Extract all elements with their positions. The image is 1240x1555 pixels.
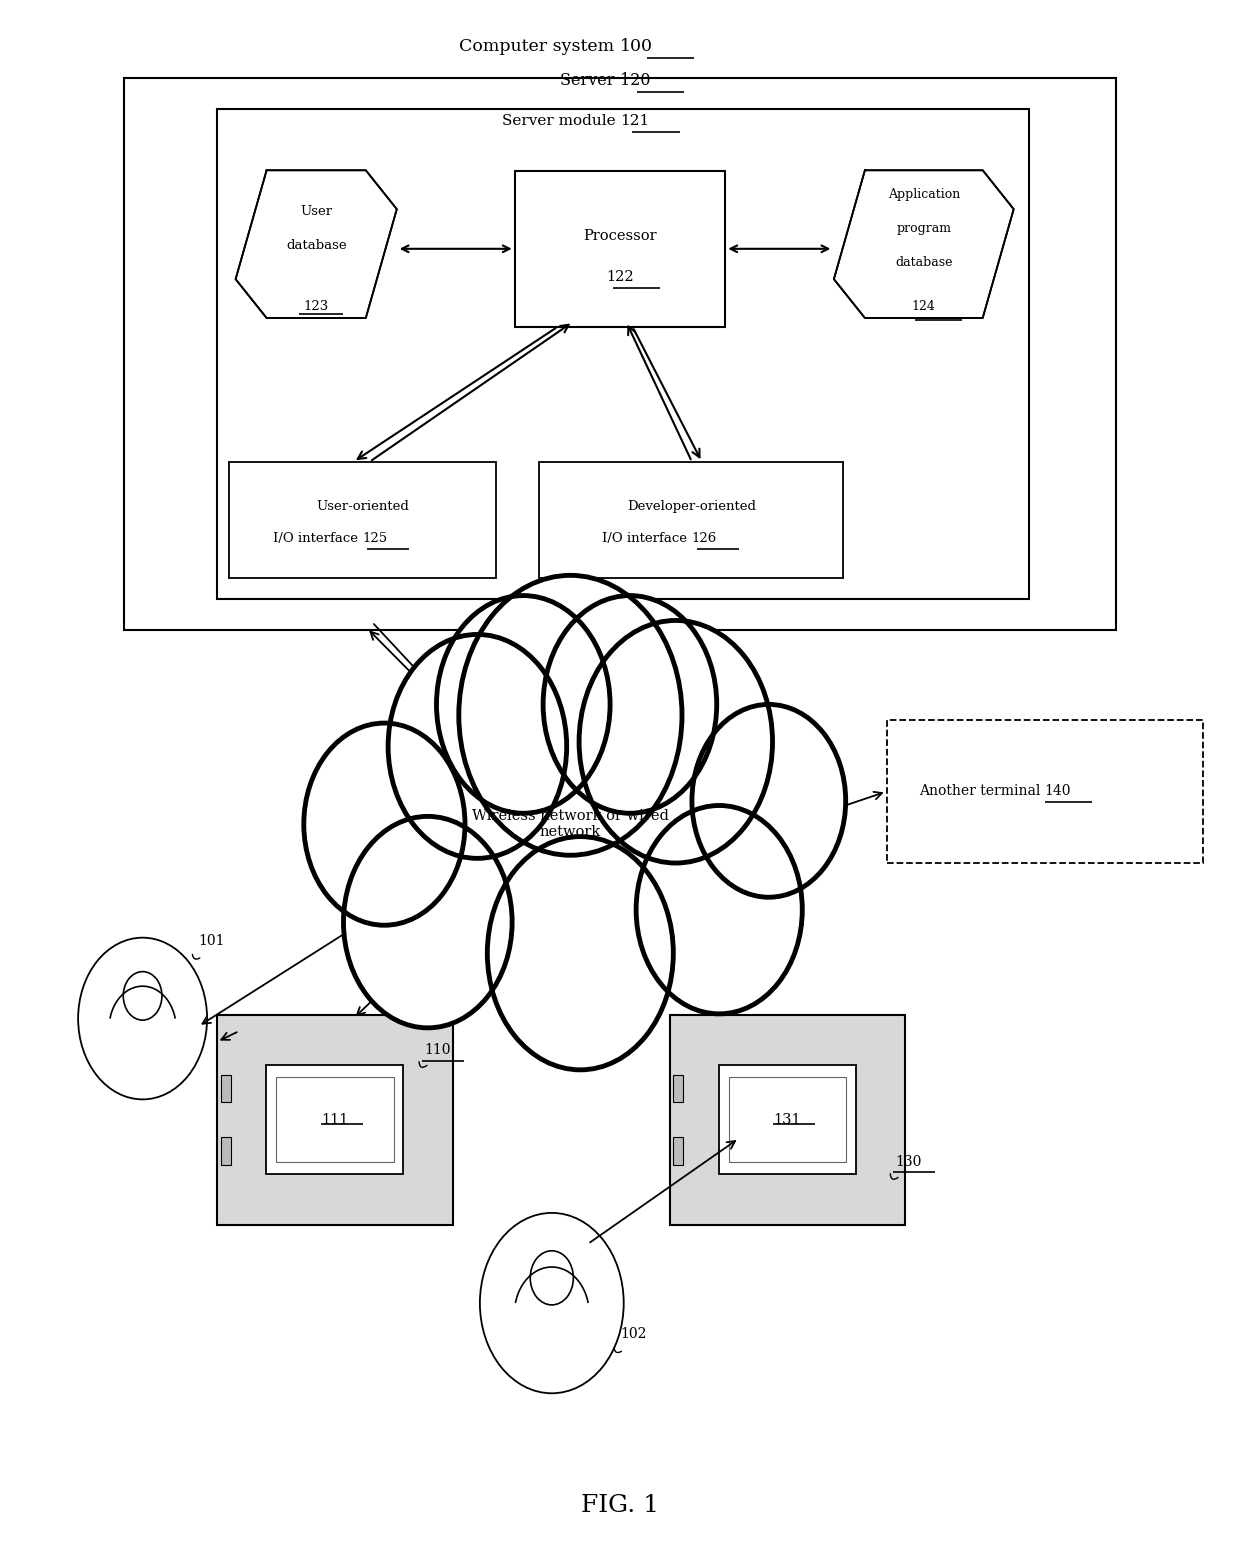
Text: 100: 100 <box>620 39 653 54</box>
Text: 123: 123 <box>304 300 329 313</box>
Circle shape <box>487 837 673 1070</box>
Text: 101: 101 <box>198 933 224 949</box>
Circle shape <box>123 972 162 1020</box>
Text: 131: 131 <box>774 1112 801 1127</box>
Circle shape <box>636 805 802 1014</box>
FancyBboxPatch shape <box>277 1078 393 1162</box>
Text: 121: 121 <box>620 114 650 129</box>
Text: database: database <box>286 239 346 252</box>
Circle shape <box>388 634 567 858</box>
Text: 120: 120 <box>620 73 651 89</box>
Text: program: program <box>897 222 951 235</box>
Text: User: User <box>300 205 332 218</box>
Text: 111: 111 <box>321 1112 348 1127</box>
Text: 102: 102 <box>620 1326 646 1342</box>
Circle shape <box>304 723 465 925</box>
Bar <box>221 1137 231 1165</box>
Bar <box>221 1075 231 1102</box>
Text: I/O interface: I/O interface <box>603 532 692 544</box>
FancyBboxPatch shape <box>539 462 843 578</box>
Circle shape <box>692 704 846 897</box>
Circle shape <box>579 620 773 863</box>
FancyBboxPatch shape <box>670 1014 905 1225</box>
Bar <box>673 1075 683 1102</box>
FancyBboxPatch shape <box>267 1065 403 1174</box>
Circle shape <box>343 816 512 1028</box>
FancyBboxPatch shape <box>887 720 1203 863</box>
Text: 130: 130 <box>895 1154 921 1169</box>
Text: 124: 124 <box>911 300 936 313</box>
Polygon shape <box>833 171 1014 317</box>
Circle shape <box>436 596 610 813</box>
Text: 125: 125 <box>362 532 388 544</box>
Text: Server module: Server module <box>501 114 620 129</box>
Circle shape <box>78 938 207 1099</box>
Circle shape <box>531 1250 573 1305</box>
Text: 140: 140 <box>1044 784 1071 799</box>
Text: I/O interface: I/O interface <box>274 532 362 544</box>
FancyBboxPatch shape <box>124 78 1116 630</box>
Text: Another terminal: Another terminal <box>919 784 1044 799</box>
Text: database: database <box>895 257 952 269</box>
Text: Application: Application <box>888 188 960 201</box>
FancyBboxPatch shape <box>217 109 1029 599</box>
FancyBboxPatch shape <box>719 1065 856 1174</box>
Polygon shape <box>236 171 397 317</box>
Circle shape <box>480 1213 624 1393</box>
Text: FIG. 1: FIG. 1 <box>582 1494 658 1516</box>
FancyBboxPatch shape <box>217 1014 453 1225</box>
Bar <box>673 1137 683 1165</box>
Circle shape <box>459 575 682 855</box>
Circle shape <box>543 596 717 813</box>
FancyBboxPatch shape <box>229 462 496 578</box>
FancyBboxPatch shape <box>515 171 725 327</box>
Text: Developer-oriented: Developer-oriented <box>626 501 756 513</box>
Text: Processor: Processor <box>583 229 657 244</box>
Text: Server: Server <box>560 73 620 89</box>
Text: 126: 126 <box>692 532 717 544</box>
Text: User-oriented: User-oriented <box>316 501 409 513</box>
Text: Computer system: Computer system <box>459 39 620 54</box>
Text: Wireless network or wired
network: Wireless network or wired network <box>472 809 668 840</box>
Text: 122: 122 <box>606 269 634 285</box>
FancyBboxPatch shape <box>729 1078 846 1162</box>
Text: 110: 110 <box>424 1042 450 1057</box>
